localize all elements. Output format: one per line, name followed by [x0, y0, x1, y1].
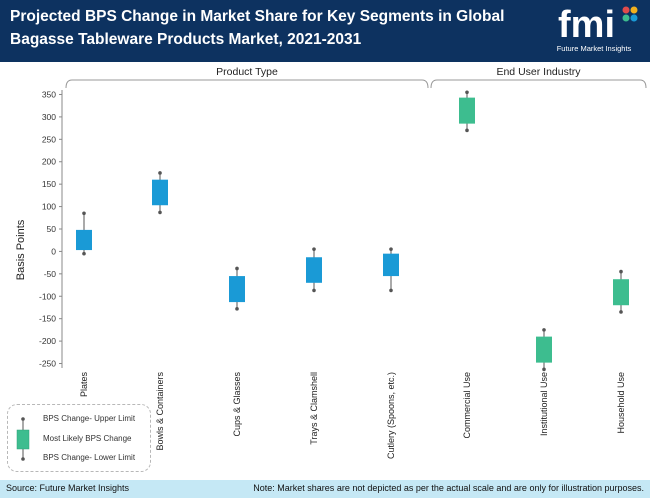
- upper-limit-point: [389, 247, 393, 251]
- upper-limit-point: [619, 269, 623, 274]
- fmi-logo: fmi Future Market Insights: [544, 4, 644, 58]
- x-axis-labels: Plates Bowls & Containers Cups & Glasses Tr…: [79, 372, 626, 460]
- box-5: [459, 90, 475, 133]
- y-tick-label: 50: [47, 224, 57, 234]
- x-tick-label: Institutional Use: [539, 372, 549, 436]
- box-6: [536, 328, 552, 372]
- y-tick-label: -50: [44, 269, 57, 279]
- y-tick-label: 0: [51, 246, 56, 256]
- chart-area: Product Type End User Industry 350 300 250 2…: [15, 66, 647, 460]
- group-label: End User Industry: [496, 66, 581, 78]
- x-tick-label: Trays & Clamshell: [309, 372, 319, 445]
- upper-limit-point: [542, 328, 546, 332]
- y-tick-label: 100: [42, 202, 56, 212]
- box-0: [76, 211, 92, 256]
- x-tick-label: Cutlery (Spoons, etc.): [386, 372, 396, 459]
- legend: BPS Change- Upper Limit Most Likely BPS …: [7, 404, 151, 472]
- box-4: [383, 247, 399, 293]
- likely-range-box: [613, 279, 629, 306]
- logo-text: fmi: [558, 4, 615, 44]
- y-tick-label: 350: [42, 89, 56, 99]
- chart-title: Projected BPS Change in Market Share for…: [10, 8, 505, 48]
- likely-range-box: [536, 336, 552, 363]
- box-2: [229, 266, 245, 311]
- x-tick-label: Commercial Use: [462, 372, 472, 439]
- y-axis-title: Basis Points: [15, 219, 27, 280]
- box-1: [152, 171, 168, 215]
- group-bracket: [430, 79, 647, 89]
- x-tick-label: Bowls & Containers: [155, 372, 165, 451]
- likely-range-box: [76, 229, 92, 251]
- x-tick-label: Cups & Glasses: [232, 372, 242, 437]
- y-tick-label: -100: [39, 291, 56, 301]
- note-text: Note: Market shares are not depicted as …: [253, 483, 644, 493]
- logo-company-name: Future Market Insights: [556, 44, 632, 53]
- upper-limit-point: [235, 266, 239, 271]
- lower-limit-point: [82, 251, 86, 256]
- lower-limit-point: [389, 288, 393, 293]
- group-label: Product Type: [216, 66, 278, 78]
- footer-bar: Source: Future Market Insights Note: Mar…: [0, 480, 650, 498]
- lower-limit-point: [158, 210, 162, 215]
- y-tick-label: 150: [42, 179, 56, 189]
- y-tick-label: 200: [42, 157, 56, 167]
- y-axis: 350 300 250 200 150 100 50 0 -50 -100 -150 -200 -250: [39, 89, 63, 369]
- group-brackets: Product Type End User Industry: [65, 66, 647, 89]
- x-tick-label: Household Use: [616, 372, 626, 434]
- y-tick-label: -200: [39, 336, 56, 346]
- box-7: [613, 269, 629, 314]
- upper-limit-point: [312, 247, 316, 251]
- y-tick-label: 250: [42, 134, 56, 144]
- box-3: [306, 247, 322, 293]
- upper-limit-point: [158, 171, 162, 175]
- lower-limit-point: [235, 307, 239, 311]
- likely-range-box: [229, 276, 245, 303]
- upper-limit-point: [465, 90, 469, 95]
- group-bracket: [65, 79, 429, 89]
- legend-upper-limit: BPS Change- Upper Limit: [43, 414, 136, 423]
- upper-limit-point: [82, 211, 86, 216]
- y-tick-label: -250: [39, 359, 56, 369]
- plot-area: [76, 90, 629, 372]
- legend-lower-limit: BPS Change- Lower Limit: [43, 453, 136, 462]
- legend-box-icon: [16, 417, 30, 461]
- legend-most-likely: Most Likely BPS Change: [43, 434, 132, 443]
- y-tick-label: 300: [42, 112, 56, 122]
- x-tick-label: Plates: [79, 372, 89, 398]
- lower-limit-point: [619, 310, 623, 314]
- likely-range-box: [152, 179, 168, 206]
- fmi-logo-mark: fmi: [558, 4, 638, 46]
- lower-limit-point: [465, 128, 469, 133]
- likely-range-box: [383, 253, 399, 277]
- likely-range-box: [306, 257, 322, 283]
- y-tick-label: -150: [39, 314, 56, 324]
- likely-range-box: [459, 97, 475, 124]
- source-text: Source: Future Market Insights: [6, 483, 130, 493]
- header-bar: Projected BPS Change in Market Share for…: [0, 0, 650, 62]
- lower-limit-point: [542, 367, 546, 372]
- lower-limit-point: [312, 288, 316, 293]
